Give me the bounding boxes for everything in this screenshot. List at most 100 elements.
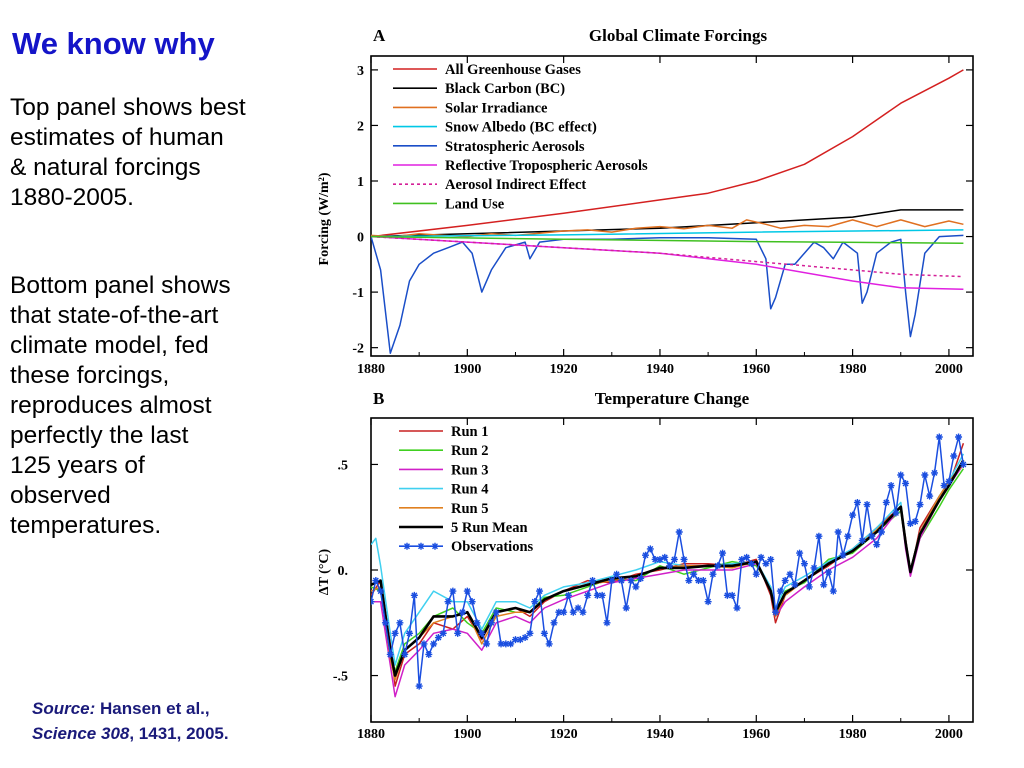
data-point [511,636,519,644]
data-point [921,471,929,479]
data-point [810,564,818,572]
data-point [483,640,491,648]
x-tick-label: 1940 [646,727,674,742]
data-point [637,574,645,582]
legend-label: Land Use [445,196,505,212]
legend-label: Snow Albedo (BC effect) [445,120,597,136]
data-point [955,433,963,441]
y-tick-label: -.5 [333,670,348,685]
data-point [589,577,597,585]
series-line [371,235,964,278]
series-line [371,468,965,673]
data-point [632,583,640,591]
data-point [829,587,837,595]
data-point [622,604,630,612]
slide-title: We know why [12,26,215,61]
x-tick-label: 1980 [839,362,867,377]
data-point [743,553,751,561]
data-point [391,629,399,637]
text-line: 1880-2005. [10,184,134,211]
data-point [738,555,746,563]
data-point [820,581,828,589]
data-point [690,570,698,578]
data-point [858,536,866,544]
data-point [786,570,794,578]
data-point [945,477,953,485]
data-point [478,629,486,637]
data-point [839,551,847,559]
x-tick-label: 1900 [453,362,481,377]
y-tick-label: 2 [357,119,364,134]
text-line: estimates of human [10,124,224,151]
text-line: Bottom panel shows [10,272,231,299]
source-journal: Science 308 [32,724,130,743]
data-point [569,608,577,616]
data-point [468,598,476,606]
data-point [699,577,707,585]
data-point [805,583,813,591]
legend-marker [403,542,411,550]
text-line: observed [10,482,111,509]
data-point [709,570,717,578]
data-point [704,598,712,606]
data-point [401,650,409,658]
data-point [420,640,428,648]
data-point [646,545,654,553]
data-point [430,640,438,648]
y-axis-label: Forcing (W/m²) [317,172,332,265]
data-point [415,682,423,690]
y-axis-label: ΔT (°C) [317,548,332,595]
data-point [593,591,601,599]
source-details: , 1431, 2005. [129,724,229,743]
data-point [772,608,780,616]
y-tick-label: -1 [352,286,364,301]
data-point [714,562,722,570]
data-point [906,520,914,528]
data-point [540,629,548,637]
data-point [579,608,587,616]
source-label: Source: [32,699,96,718]
climate-figure: A Global Climate Forcings 1880 1900 1920 1940… [317,26,974,742]
legend-label: 5 Run Mean [451,520,528,536]
data-point [680,555,688,563]
data-point [930,469,938,477]
plot-area [371,69,964,354]
data-point [902,479,910,487]
data-point [796,549,804,557]
data-point [661,553,669,561]
data-point [815,532,823,540]
y-tick-label: 0 [357,231,364,246]
series-line [371,436,965,687]
bottom-panel-description: Bottom panel shows that state-of-the-art… [10,271,350,541]
data-point [555,608,563,616]
data-point [497,640,505,648]
source-authors: Hansen et al., [95,699,210,718]
data-point [757,553,765,561]
y-tick-label: -2 [352,342,364,357]
y-tick-label: 3 [357,64,364,79]
data-point [877,528,885,536]
panel-letter: B [373,389,384,408]
text-line: temperatures. [10,512,162,539]
data-point [863,501,871,509]
chart-panel-a: A Global Climate Forcings 1880 1900 1920 1940… [317,26,974,377]
data-point [564,591,572,599]
data-point [834,528,842,536]
data-point [598,591,606,599]
legend-label: Solar Irradiance [445,100,548,116]
data-point [882,498,890,506]
top-panel-description: Top panel shows best estimates of human … [10,93,350,213]
data-point [502,640,510,648]
data-point [723,591,731,599]
data-point [781,577,789,585]
text-line: climate model, fed [10,332,209,359]
chart-panel-b: B Temperature Change 1880 1900 1920 1940 1960 1… [317,389,974,742]
series-line [371,209,964,238]
x-tick-label: 1920 [550,362,578,377]
data-point [733,604,741,612]
text-line: Top panel shows best [10,94,246,121]
data-point [853,498,861,506]
legend-label: Run 1 [451,424,488,440]
plot-area [371,433,967,698]
series-line [371,69,964,238]
